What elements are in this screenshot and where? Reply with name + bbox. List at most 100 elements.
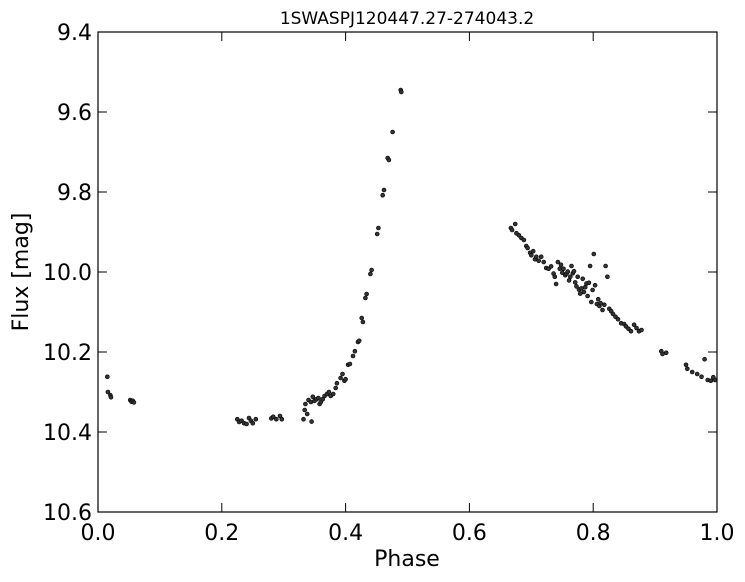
y-tick-label: 9.6 [57,101,92,126]
data-point [386,157,392,163]
data-point [579,286,584,291]
data-point [359,315,365,321]
data-point [689,369,695,375]
data-point [541,259,547,265]
data-point [581,289,587,295]
data-point [521,237,527,243]
data-point [577,291,583,296]
data-point [512,221,518,227]
data-point [528,252,534,258]
data-point [368,271,373,277]
data-point [683,362,689,368]
data-point [334,380,340,386]
data-points [105,87,718,427]
y-tick-label: 9.8 [57,181,92,206]
x-tick-label: 0.6 [452,521,487,546]
axis-ticks: 0.0 0.2 0.4 0.6 0.8 1.0 9.4 9.6 9.8 10.0 10.2 10.4 1… [43,21,734,546]
data-point [516,232,522,238]
data-point [364,291,369,297]
data-point [347,361,353,367]
data-point [684,366,690,372]
chart-title: 1SWASPJ120447.27-274043.2 [280,9,534,29]
data-point [585,293,590,299]
data-point [548,264,554,269]
data-point [702,356,707,362]
data-point [588,299,594,305]
data-point [273,416,279,422]
data-point [302,407,308,413]
data-point [343,376,348,382]
data-point [304,411,310,417]
x-tick-label: 1.0 [700,521,735,546]
data-point [574,284,579,289]
y-tick-label: 9.4 [57,21,92,46]
data-point [244,421,249,427]
data-point [390,129,395,135]
data-point [634,325,639,331]
data-point [591,251,597,257]
y-tick-label: 10.0 [43,261,92,286]
data-point [525,245,530,251]
data-point [565,269,571,274]
data-point [575,274,581,280]
data-point [253,416,259,422]
y-tick-label: 10.4 [43,421,92,446]
x-axis-label: Phase [374,547,440,572]
y-tick-label: 10.2 [43,341,92,366]
data-point [338,375,343,381]
data-point [536,258,542,264]
data-point [567,274,573,280]
data-point [660,351,665,357]
data-point [663,350,669,356]
data-point [360,319,366,325]
data-point [316,395,321,401]
data-point [326,389,332,395]
data-point [558,262,564,268]
data-point [309,419,314,424]
data-point [605,274,610,280]
data-point [580,276,586,282]
data-point [374,231,380,237]
y-tick-label: 10.6 [43,501,92,526]
data-point [569,263,574,269]
x-tick-label: 0.0 [81,521,116,546]
data-point [601,302,607,308]
plot-frame [97,31,718,513]
data-point [639,327,644,333]
data-point [398,89,404,95]
data-point [270,414,276,420]
data-point [555,259,561,265]
data-point [308,399,314,405]
data-point [598,300,603,306]
data-point [301,416,306,422]
data-point [356,338,362,344]
data-point [590,287,595,293]
data-point [615,316,621,322]
data-point [380,192,386,198]
data-point [587,263,593,269]
x-tick-label: 0.2 [204,521,239,546]
data-point [553,281,559,287]
data-point [571,268,577,274]
data-point [131,400,137,405]
data-point [561,266,566,272]
data-point [628,328,634,334]
data-point [333,385,339,391]
data-point [533,254,539,260]
data-point [600,307,605,313]
data-point [694,371,700,377]
data-point [279,416,285,422]
data-point [350,353,356,359]
data-point [509,227,515,233]
data-point [352,348,358,354]
data-point [538,254,544,260]
data-point [330,391,336,397]
data-point [381,187,387,193]
y-axis-label: Flux [mag] [9,213,34,332]
data-point [586,280,592,286]
data-point [552,274,558,280]
x-tick-label: 0.4 [328,521,363,546]
data-point [530,248,536,254]
